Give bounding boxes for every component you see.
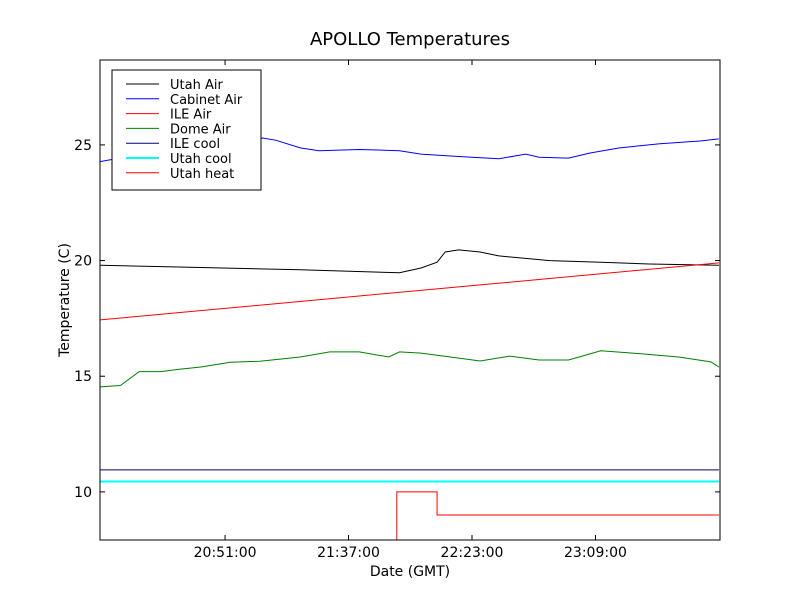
y-tick-label: 20	[74, 254, 92, 270]
series-line-utah-heat	[396, 491, 719, 540]
x-tick-label: 20:51:00	[194, 545, 257, 561]
x-axis-label: Date (GMT)	[370, 564, 450, 580]
y-axis-label: Temperature (C)	[57, 243, 73, 358]
legend-label: ILE Air	[170, 108, 212, 123]
series-line-ile-air	[100, 262, 719, 321]
legend-label: ILE cool	[170, 137, 220, 152]
series-line-dome-air	[100, 350, 720, 388]
y-tick-label: 10	[74, 485, 92, 501]
legend-label: Utah cool	[170, 152, 232, 167]
x-tick-label: 21:37:00	[317, 545, 380, 561]
series-line-utah-air	[100, 249, 719, 274]
y-tick-label: 25	[74, 138, 92, 154]
x-tick-label: 23:09:00	[564, 545, 627, 561]
legend-box	[111, 69, 262, 191]
y-tick-label: 15	[74, 369, 92, 385]
legend-label: Cabinet Air	[170, 93, 243, 108]
series-lines	[100, 137, 720, 540]
chart-title: APOLLO Temperatures	[310, 29, 510, 50]
legend-label: Utah heat	[170, 167, 234, 182]
legend-label: Dome Air	[170, 122, 231, 137]
x-tick-label: 22:23:00	[441, 545, 504, 561]
legend-label: Utah Air	[170, 78, 223, 93]
axis-ticks: 10 15 20 25 20:51:00 21:37:00 22:23:00 23:09:00	[74, 60, 720, 561]
plot-frame	[99, 59, 721, 541]
